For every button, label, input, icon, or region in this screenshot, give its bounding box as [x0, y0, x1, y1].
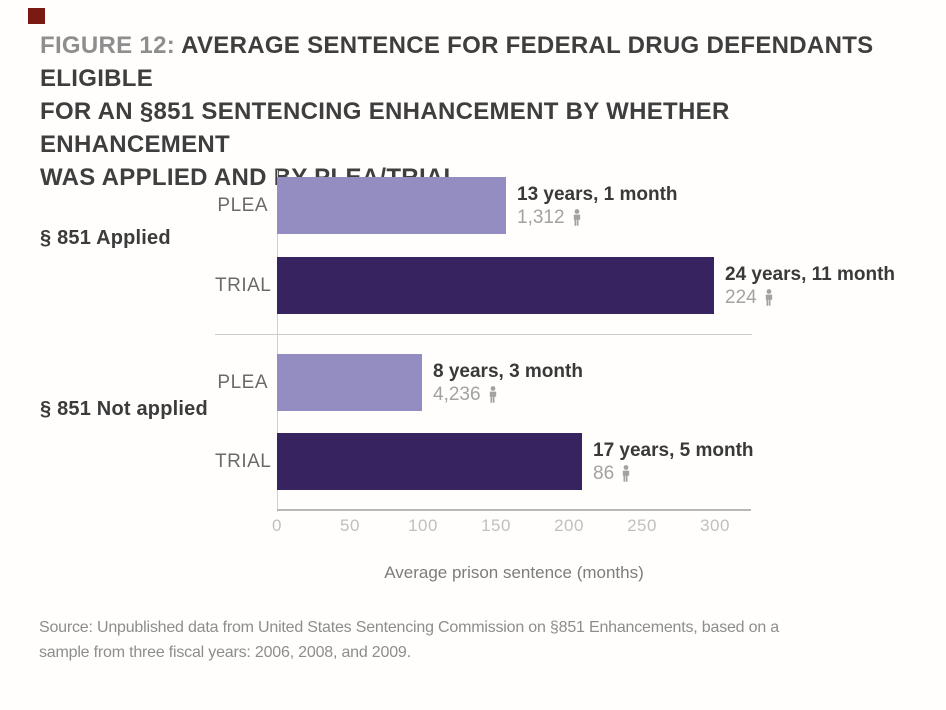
group-separator-line: [215, 334, 752, 335]
x-axis-line: [277, 509, 751, 511]
bar-row: PLEA 13 years, 1 month 1,312: [215, 177, 678, 234]
value-labels: 8 years, 3 month 4,236: [433, 360, 583, 406]
x-axis-tick-label: 300: [700, 516, 730, 535]
figure-title: FIGURE 12: AVERAGE SENTENCE FOR FEDERAL …: [40, 29, 920, 194]
category-label: TRIAL: [215, 274, 272, 296]
x-axis-tick-label: 100: [408, 516, 438, 535]
x-axis-ticks: 0 50 100 150 200 250 300: [272, 516, 757, 540]
count-label: 4,236: [433, 383, 583, 406]
person-icon: [573, 208, 580, 226]
count-value: 4,236: [433, 383, 481, 405]
sentence-label: 17 years, 5 month: [593, 439, 754, 461]
bar: [277, 433, 582, 490]
count-value: 86: [593, 462, 615, 484]
value-labels: 24 years, 11 month 224: [725, 263, 895, 309]
group-label-applied: § 851 Applied: [40, 227, 171, 249]
x-axis-tick-label: 200: [554, 516, 584, 535]
category-label: TRIAL: [215, 450, 272, 472]
x-axis-title: Average prison sentence (months): [384, 563, 644, 582]
figure-title-line1: FIGURE 12: AVERAGE SENTENCE FOR FEDERAL …: [40, 29, 920, 95]
bar-row: PLEA 8 years, 3 month 4,236: [215, 354, 583, 411]
sentence-label: 24 years, 11 month: [725, 263, 896, 285]
source-note: Source: Unpublished data from United Sta…: [39, 615, 889, 665]
bar-row: TRIAL 24 years, 11 month 224: [215, 257, 895, 314]
figure-number: FIGURE 12:: [40, 32, 182, 59]
category-label: PLEA: [217, 194, 268, 216]
value-labels: 17 years, 5 month 86: [593, 439, 754, 485]
sentence-label: 8 years, 3 month: [433, 360, 583, 382]
count-label: 224: [725, 286, 895, 309]
x-axis-tick-label: 50: [340, 516, 360, 535]
source-line1: Source: Unpublished data from United Sta…: [39, 619, 779, 636]
x-axis-tick-label: 150: [481, 516, 511, 535]
value-labels: 13 years, 1 month 1,312: [517, 183, 678, 229]
source-line2: sample from three fiscal years: 2006, 20…: [39, 644, 411, 661]
sentence-label: 13 years, 1 month: [517, 183, 678, 205]
person-icon: [765, 288, 772, 306]
bar-row: TRIAL 17 years, 5 month 86: [215, 433, 754, 490]
count-value: 224: [725, 286, 757, 308]
group-label-not-applied: § 851 Not applied: [40, 398, 208, 420]
figure-title-text: AVERAGE SENTENCE FOR FEDERAL DRUG DEFEND…: [40, 32, 874, 92]
x-axis-tick-label: 0: [272, 516, 282, 535]
bar: [277, 177, 506, 234]
count-label: 86: [593, 462, 754, 485]
figure-bullet-square: [28, 8, 45, 24]
bar: [277, 257, 714, 314]
count-value: 1,312: [517, 206, 565, 228]
x-axis-tick-label: 250: [627, 516, 657, 535]
count-label: 1,312: [517, 206, 678, 229]
figure-title-line2: FOR AN §851 SENTENCING ENHANCEMENT BY WH…: [40, 98, 730, 158]
category-label: PLEA: [217, 371, 268, 393]
y-axis-baseline: [277, 170, 278, 512]
person-icon: [622, 464, 630, 482]
person-icon: [489, 385, 496, 403]
bar: [277, 354, 422, 411]
